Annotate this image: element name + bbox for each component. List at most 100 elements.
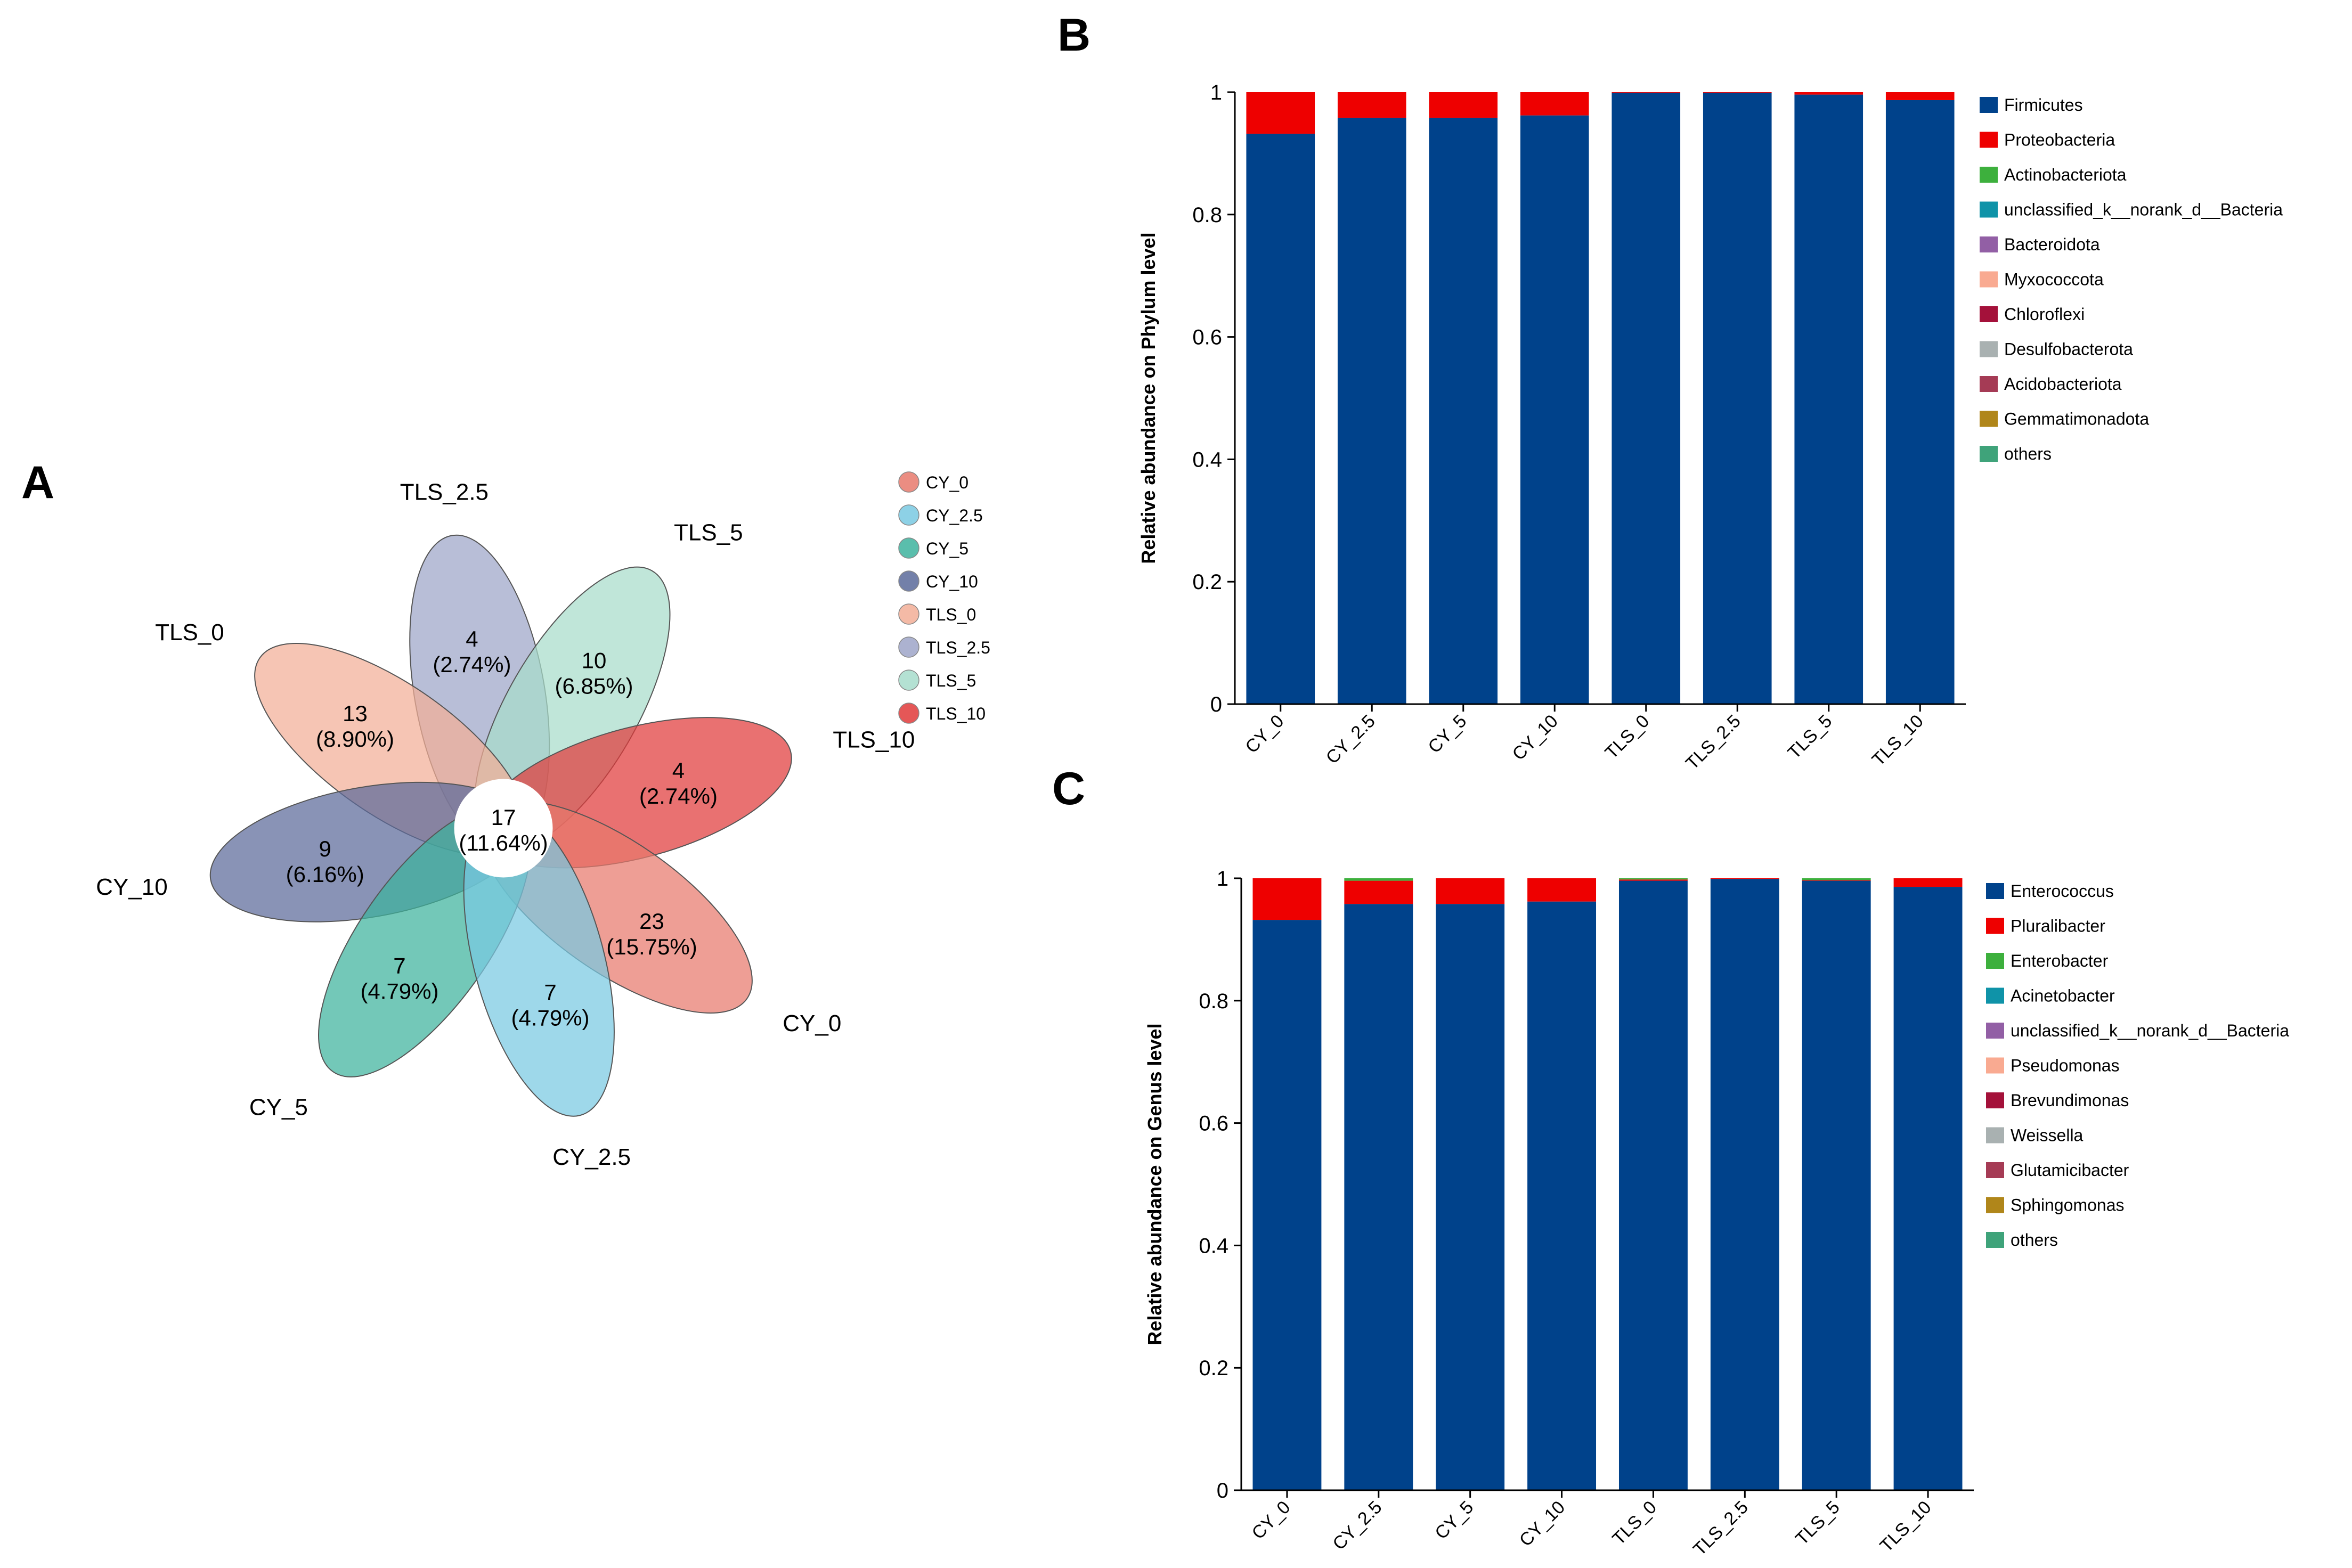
petal-name-cy-2-5: CY_2.5 (552, 1144, 631, 1170)
x-tick-label-tls-10: TLS_10 (1868, 711, 1927, 770)
bar-proteobacteria-tls-2-5 (1703, 92, 1772, 93)
legend-label-pluralibacter: Pluralibacter (2011, 917, 2105, 936)
bar-firmicutes-tls-2-5 (1703, 93, 1772, 704)
petal-count-cy-2-5: 7 (544, 979, 556, 1005)
y-tick-label: 1 (1210, 81, 1222, 104)
legend-label-acinetobacter: Acinetobacter (2011, 986, 2115, 1006)
petal-pct-tls-0: (8.90%) (316, 726, 394, 752)
petal-count-tls-5: 10 (582, 648, 607, 673)
bar-enterobacter-cy-2-5 (1344, 878, 1413, 881)
legend-marker-cy-5 (898, 537, 919, 559)
bar-pluralibacter-tls-0 (1618, 879, 1688, 881)
legend-swatch-glutamicibacter (1986, 1162, 2004, 1178)
petal-pct-cy-10: (6.16%) (286, 862, 364, 887)
bar-firmicutes-cy-2-5 (1337, 118, 1406, 704)
bar-firmicutes-cy-10 (1520, 115, 1589, 705)
bar-proteobacteria-tls-0 (1612, 92, 1681, 93)
legend-swatch-brevundimonas (1986, 1092, 2004, 1108)
petal-pct-cy-2-5: (4.79%) (511, 1005, 589, 1030)
legend-swatch-pseudomonas (1986, 1057, 2004, 1074)
venn-diagram: 4(2.74%)TLS_2.510(6.85%)TLS_513(8.90%)TL… (96, 479, 915, 1170)
legend-marker-cy-0 (898, 471, 919, 493)
x-tick-label-cy-5: CY_5 (1424, 711, 1470, 757)
legend-label-unclassified-k-norank-d-bacteria: unclassified_k__norank_d__Bacteria (2004, 200, 2283, 219)
y-tick-label: 0 (1210, 693, 1222, 716)
bar-firmicutes-cy-0 (1246, 134, 1315, 705)
legend-label-firmicutes: Firmicutes (2004, 95, 2083, 115)
bar-proteobacteria-tls-10 (1885, 92, 1955, 100)
y-tick-label: 0.4 (1199, 1234, 1228, 1257)
legend-swatch-unclassified-k-norank-d-bacteria (1986, 1023, 2004, 1039)
bar-proteobacteria-cy-5 (1429, 92, 1498, 118)
petal-pct-tls-5: (6.85%) (555, 674, 633, 699)
legend-swatch-actinobacteriota (1980, 167, 1998, 183)
legend-label-others: others (2004, 444, 2052, 463)
petal-name-tls-5: TLS_5 (674, 520, 743, 546)
legend-label-cy-5: CY_5 (926, 539, 969, 558)
legend-label-desulfobacterota: Desulfobacterota (2004, 340, 2133, 359)
bar-enterococcus-cy-5 (1436, 904, 1505, 1490)
legend-label-glutamicibacter: Glutamicibacter (2011, 1161, 2129, 1180)
x-tick-label-cy-0: CY_0 (1241, 711, 1288, 757)
y-tick-label: 1 (1217, 867, 1228, 891)
legend-label-tls-2-5: TLS_2.5 (926, 638, 990, 657)
y-tick-label: 0.6 (1192, 326, 1222, 349)
bar-pluralibacter-cy-10 (1527, 878, 1597, 902)
legend-marker-tls-0 (898, 603, 919, 625)
bar-proteobacteria-cy-0 (1246, 92, 1315, 134)
legend-swatch-acinetobacter (1986, 987, 2004, 1004)
legend-label-unclassified-k-norank-d-bacteria: unclassified_k__norank_d__Bacteria (2011, 1021, 2289, 1040)
petal-name-tls-0: TLS_0 (155, 619, 224, 646)
legend-swatch-chloroflexi (1980, 306, 1998, 322)
y-tick-label: 0.2 (1192, 570, 1222, 594)
legend-label-cy-2-5: CY_2.5 (926, 506, 983, 525)
legend-label-tls-0: TLS_0 (926, 605, 976, 624)
legend-swatch-firmicutes (1980, 97, 1998, 113)
legend-label-brevundimonas: Brevundimonas (2011, 1091, 2129, 1110)
venn-core-pct: (11.64%) (459, 830, 548, 855)
legend-swatch-weissella (1986, 1127, 2004, 1144)
legend-swatch-sphingomonas (1986, 1197, 2004, 1213)
bar-enterobacter-tls-5 (1802, 878, 1871, 880)
petal-name-cy-0: CY_0 (783, 1010, 841, 1036)
x-tick-label-cy-10: CY_10 (1509, 711, 1562, 764)
petal-count-cy-0: 23 (639, 909, 664, 934)
y-tick-label: 0 (1217, 1479, 1228, 1502)
legend-swatch-others (1980, 446, 1998, 462)
legend-swatch-others (1986, 1232, 2004, 1248)
x-tick-label-cy-5: CY_5 (1431, 1497, 1477, 1544)
legend-marker-tls-5 (898, 669, 919, 691)
legend-swatch-gemmatimonadota (1980, 411, 1998, 427)
bar-enterococcus-cy-10 (1527, 901, 1597, 1490)
bar-pluralibacter-cy-0 (1252, 878, 1322, 920)
genus-stacked-bar-chart: 0 0.2 0.4 0.6 0.8 1 Relative abundance on Genu… (1144, 867, 2289, 1560)
legend-swatch-desulfobacterota (1980, 341, 1998, 357)
y-tick-label: 0.6 (1199, 1112, 1228, 1136)
petal-count-tls-2-5: 4 (466, 626, 478, 651)
bar-pluralibacter-cy-2-5 (1344, 880, 1413, 904)
legend-swatch-myxococcota (1980, 271, 1998, 288)
bar-firmicutes-tls-0 (1612, 93, 1681, 704)
petal-pct-cy-5: (4.79%) (360, 979, 438, 1004)
legend-label-tls-10: TLS_10 (926, 704, 986, 723)
x-tick-label-cy-0: CY_0 (1248, 1497, 1295, 1544)
y-axis-label: Relative abundance on Genus level (1144, 1023, 1166, 1345)
panel-label-c: C (1052, 763, 1085, 814)
x-tick-label-tls-10: TLS_10 (1876, 1497, 1935, 1556)
x-tick-label-tls-2-5: TLS_2.5 (1682, 711, 1745, 774)
x-tick-label-cy-2-5: CY_2.5 (1322, 711, 1379, 768)
legend-label-pseudomonas: Pseudomonas (2011, 1056, 2120, 1075)
legend-label-gemmatimonadota: Gemmatimonadota (2004, 410, 2149, 429)
petal-name-tls-2-5: TLS_2.5 (400, 479, 489, 505)
bar-firmicutes-tls-5 (1794, 94, 1863, 705)
y-axis-label: Relative abundance on Phylum level (1137, 232, 1159, 564)
y-tick-label: 0.4 (1192, 448, 1222, 471)
panel-label-b: B (1057, 10, 1090, 61)
x-tick-label-tls-5: TLS_5 (1784, 711, 1836, 763)
legend-label-enterococcus: Enterococcus (2011, 881, 2114, 901)
venn-core-count: 17 (491, 805, 516, 830)
legend-swatch-pluralibacter (1986, 918, 2004, 934)
legend-label-weissella: Weissella (2011, 1126, 2084, 1145)
legend-swatch-acidobacteriota (1980, 376, 1998, 392)
legend-swatch-proteobacteria (1980, 132, 1998, 148)
